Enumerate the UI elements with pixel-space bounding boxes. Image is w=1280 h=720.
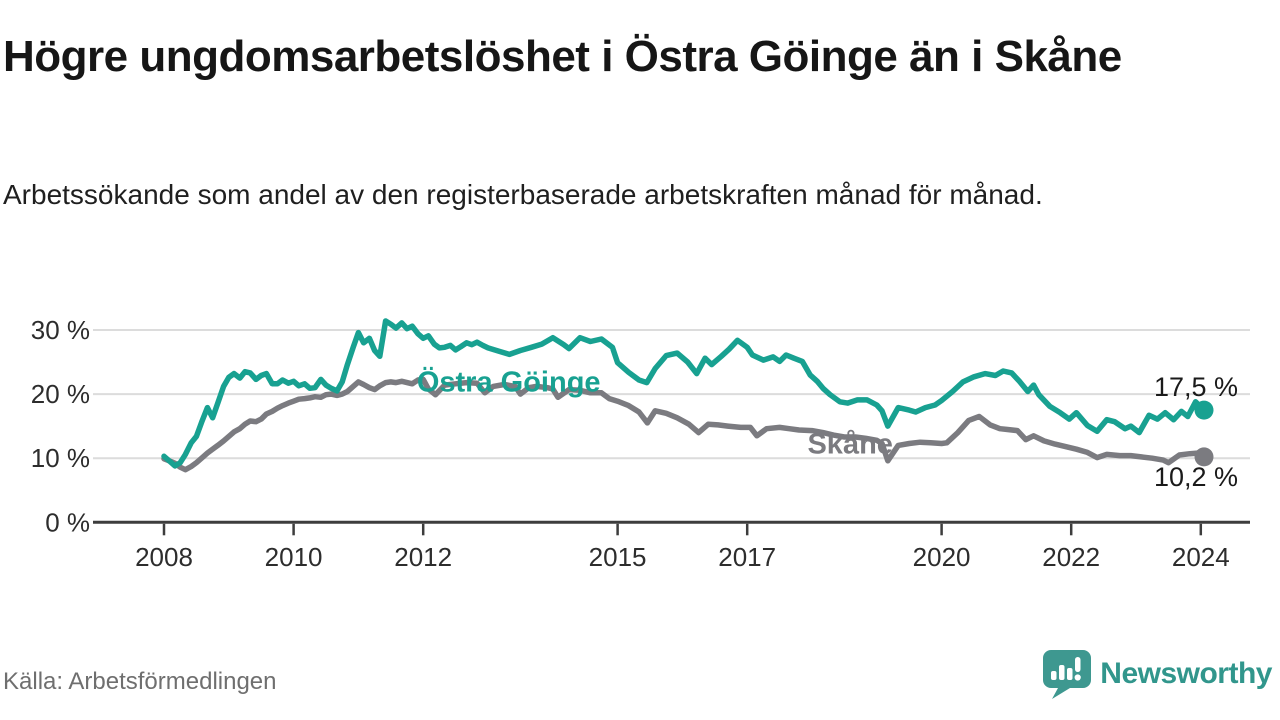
series-end-dot-skane — [1194, 447, 1214, 467]
end-value-label-ostra-goinge: 17,5 % — [1154, 372, 1238, 402]
x-axis-label-2008: 2008 — [135, 542, 193, 572]
series-line-skane — [161, 376, 1207, 473]
series-label-skane: Skåne — [807, 429, 892, 461]
y-axis-label-10: 10 % — [31, 443, 90, 473]
newsworthy-logo-icon — [1043, 650, 1092, 699]
x-axis-label-2015: 2015 — [589, 542, 647, 572]
y-axis-label-20: 20 % — [31, 379, 90, 409]
y-axis-label-0: 0 % — [45, 507, 90, 537]
x-axis-label-2020: 2020 — [913, 542, 971, 572]
y-axis-label-30: 30 % — [31, 315, 90, 345]
x-axis-label-2024: 2024 — [1172, 542, 1230, 572]
series-line-ostra-goinge — [161, 318, 1207, 469]
x-axis-label-2022: 2022 — [1042, 542, 1100, 572]
x-axis-label-2017: 2017 — [718, 542, 776, 572]
x-axis-label-2012: 2012 — [394, 542, 452, 572]
chart-subtitle: Arbetssökande som andel av den registerb… — [3, 179, 1043, 210]
page-title: Högre ungdomsarbetslöshet i Östra Göinge… — [3, 32, 1122, 81]
series-label-ostra-goinge: Östra Göinge — [417, 365, 601, 398]
x-axis-label-2010: 2010 — [265, 542, 323, 572]
newsworthy-brand: Newsworthy — [1040, 648, 1272, 700]
end-value-label-skane: 10,2 % — [1154, 462, 1238, 492]
series-end-dot-ostra-goinge — [1194, 400, 1214, 420]
source-attribution: Källa: Arbetsförmedlingen — [3, 668, 277, 695]
brand-wordmark: Newsworthy — [1100, 657, 1272, 690]
